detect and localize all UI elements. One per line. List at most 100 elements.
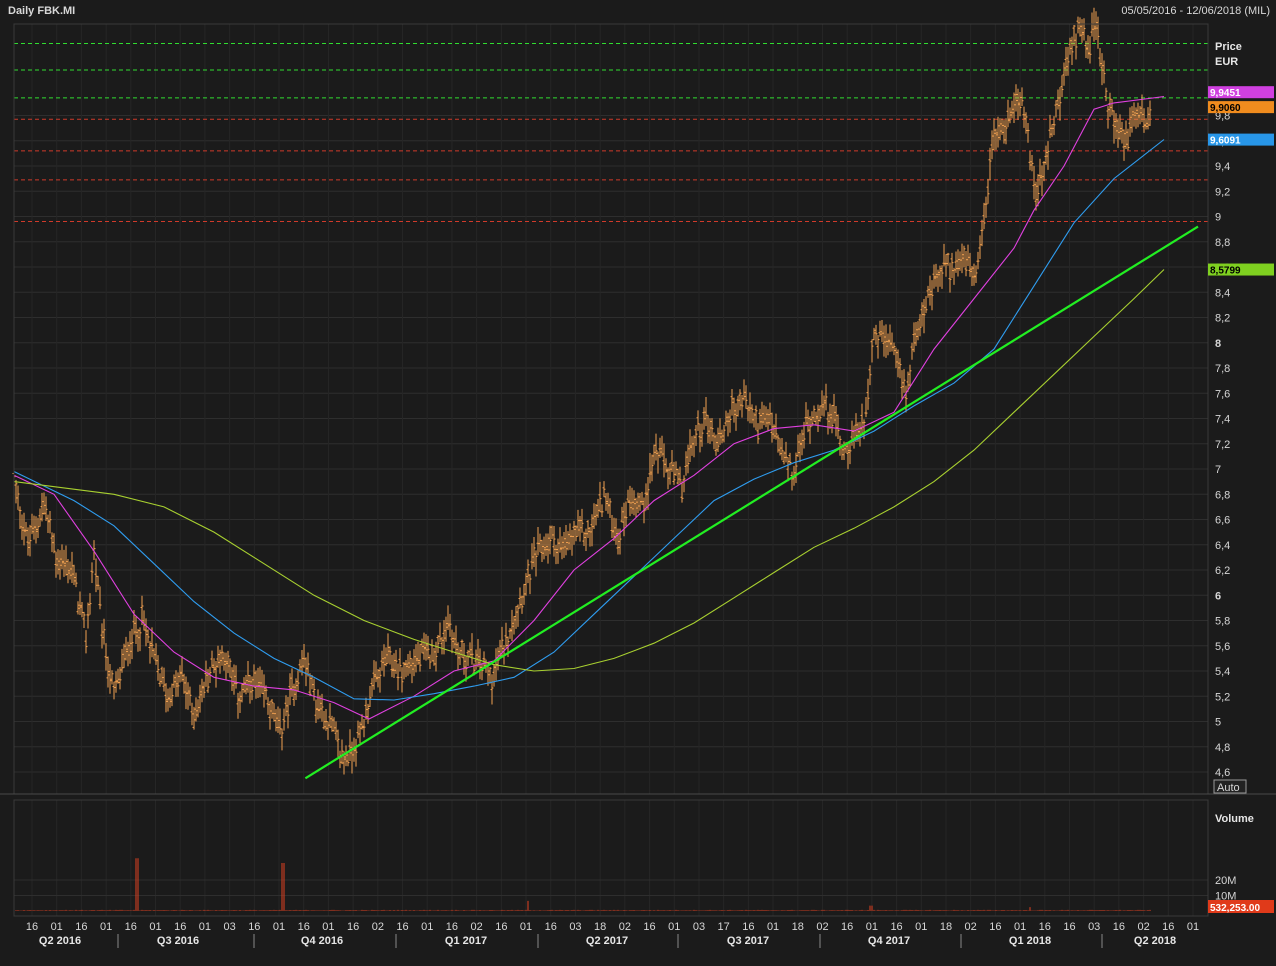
date-tick: 02 xyxy=(619,921,631,933)
moving-averages xyxy=(13,96,1165,720)
price-tick: 5,6 xyxy=(1215,641,1230,653)
date-tick: 03 xyxy=(693,921,705,933)
date-tick: 01 xyxy=(273,921,285,933)
auto-scale-button[interactable] xyxy=(1213,779,1247,794)
date-tick: 01 xyxy=(1014,921,1026,933)
price-tick: 4,6 xyxy=(1215,767,1230,779)
chart-title: Daily FBK.MI xyxy=(8,5,76,17)
quarter-label: Q1 2017 xyxy=(445,935,487,947)
date-tick: 16 xyxy=(347,921,359,933)
date-tick: 18 xyxy=(594,921,606,933)
price-tick: 7 xyxy=(1215,464,1221,476)
date-tick: 02 xyxy=(816,921,828,933)
date-tick: 01 xyxy=(767,921,779,933)
price-tick: 9 xyxy=(1215,212,1221,224)
volume-tag-value: 532,253.00 xyxy=(1210,903,1260,914)
date-tick: 01 xyxy=(322,921,334,933)
last-value-tag-box xyxy=(1208,101,1274,114)
quarter-label: Q1 2018 xyxy=(1009,935,1051,947)
price-tick: 5,8 xyxy=(1215,616,1230,628)
ma-short-line xyxy=(13,96,1165,720)
date-tick: 16 xyxy=(125,921,137,933)
last-value-tag: 9,6091 xyxy=(1210,136,1241,147)
price-tick: 8 xyxy=(1215,338,1221,350)
date-tick: 16 xyxy=(989,921,1001,933)
uptrend-line[interactable] xyxy=(304,225,1199,780)
date-tick: 16 xyxy=(298,921,310,933)
price-tick: 6,4 xyxy=(1215,540,1230,552)
horizontal-levels xyxy=(14,43,1208,223)
volume-bars xyxy=(13,858,1151,911)
date-tick: 01 xyxy=(520,921,532,933)
quarter-label: Q3 2016 xyxy=(157,935,199,947)
price-tick: 6,6 xyxy=(1215,515,1230,527)
date-tick: 16 xyxy=(841,921,853,933)
grid xyxy=(14,24,1208,916)
volume-tick: 10M xyxy=(1215,891,1236,903)
date-tick: 16 xyxy=(643,921,655,933)
price-tick: 7,4 xyxy=(1215,414,1230,426)
trendline[interactable] xyxy=(304,225,1199,780)
date-tick: 02 xyxy=(965,921,977,933)
last-value-tag: 8,5799 xyxy=(1210,266,1241,277)
quarter-label: Q2 2017 xyxy=(586,935,628,947)
price-tick: 5,2 xyxy=(1215,691,1230,703)
price-tick: 7,2 xyxy=(1215,439,1230,451)
date-tick: 16 xyxy=(446,921,458,933)
date-tick: 01 xyxy=(199,921,211,933)
volume-last-tag: 532,253.00 xyxy=(1208,900,1274,914)
date-tick: 03 xyxy=(569,921,581,933)
date-tick: 16 xyxy=(1113,921,1125,933)
date-tick: 16 xyxy=(396,921,408,933)
date-tick: 16 xyxy=(248,921,260,933)
quarter-labels: Q2 2016 Q3 2016 Q4 2016 Q1 2017 Q2 2017 Q3 20… xyxy=(39,934,1176,948)
ma-mid-line xyxy=(13,139,1165,701)
last-value-tag-box xyxy=(1208,263,1274,276)
date-tick: 03 xyxy=(223,921,235,933)
price-tick: 5 xyxy=(1215,717,1221,729)
date-tick: 01 xyxy=(149,921,161,933)
price-bars xyxy=(12,7,1152,775)
currency-label: EUR xyxy=(1215,56,1238,68)
volume-tag-box xyxy=(1208,900,1274,913)
price-tick: 6,8 xyxy=(1215,489,1230,501)
date-tick: 03 xyxy=(1088,921,1100,933)
price-axis-title: Price xyxy=(1215,41,1242,53)
volume-axis-title: Volume xyxy=(1215,813,1254,825)
date-range: 05/05/2016 - 12/06/2018 (MIL) xyxy=(1121,5,1270,17)
price-tick: 7,8 xyxy=(1215,363,1230,375)
price-tick: 8,4 xyxy=(1215,287,1230,299)
ma-long-line xyxy=(13,269,1165,672)
last-value-tag-box xyxy=(1208,133,1274,146)
date-tick: 01 xyxy=(1187,921,1199,933)
price-axis-ticks: 4,6 4,8 5 5,2 5,4 5,6 5,8 6 6,2 6,4 6,6 6,8 7 7,2 7,4 7… xyxy=(1215,111,1230,780)
date-tick: 16 xyxy=(742,921,754,933)
price-tick: 7,6 xyxy=(1215,388,1230,400)
quarter-label: Q2 2016 xyxy=(39,935,81,947)
date-tick: 16 xyxy=(545,921,557,933)
price-tick: 8,8 xyxy=(1215,237,1230,249)
auto-scale-label: Auto xyxy=(1217,782,1240,794)
quarter-label: Q2 2018 xyxy=(1134,935,1176,947)
date-axis-ticks: 16 01 16 01 16 01 16 01 03 16 01 16 01 16 02 16 01 16 02 16… xyxy=(26,921,1199,933)
date-tick: 16 xyxy=(890,921,902,933)
price-tick: 9,2 xyxy=(1215,186,1230,198)
price-tick: 9,4 xyxy=(1215,161,1230,173)
date-tick: 16 xyxy=(495,921,507,933)
date-tick: 02 xyxy=(1137,921,1149,933)
date-tick: 01 xyxy=(51,921,63,933)
date-tick: 02 xyxy=(372,921,384,933)
date-tick: 16 xyxy=(1162,921,1174,933)
last-value-tag-box xyxy=(1208,86,1274,99)
price-tick: 6,2 xyxy=(1215,565,1230,577)
date-tick: 17 xyxy=(718,921,730,933)
price-tick: 5,4 xyxy=(1215,666,1230,678)
last-value-tag: 9,9451 xyxy=(1210,88,1241,99)
date-tick: 16 xyxy=(1039,921,1051,933)
quarter-label: Q4 2017 xyxy=(868,935,910,947)
price-plot-frame xyxy=(13,23,1209,795)
